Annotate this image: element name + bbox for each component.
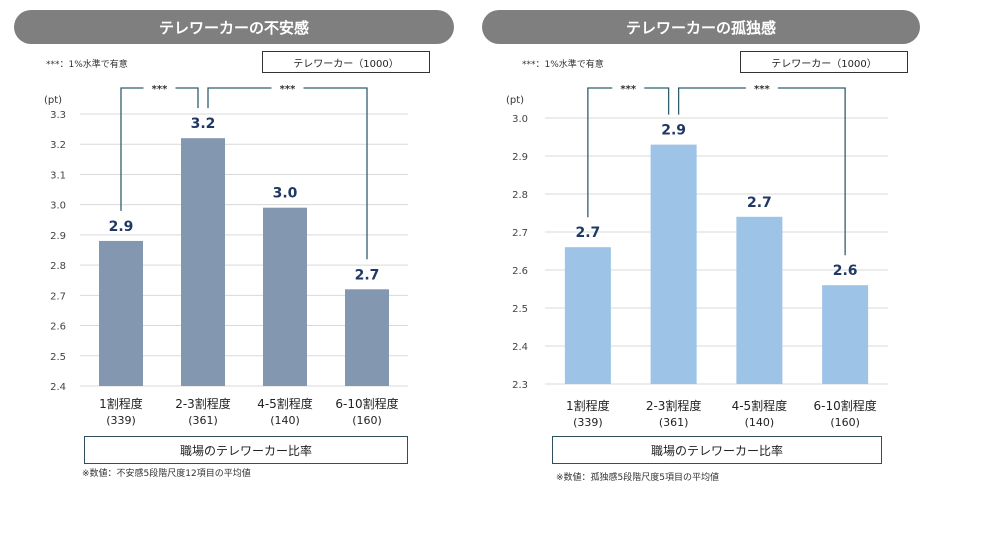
bar [345, 289, 389, 386]
significance-label-bg [612, 82, 645, 94]
x-tick-label: 1割程度 [99, 396, 143, 411]
x-tick-sample-size: (140) [270, 414, 300, 427]
y-tick-label: 2.7 [50, 291, 66, 302]
x-tick-label: 4-5割程度 [257, 396, 313, 411]
y-tick-label: 2.9 [50, 231, 66, 242]
significance-label: *** [754, 84, 770, 95]
bar [822, 285, 869, 384]
y-tick-label: 2.4 [50, 382, 66, 393]
x-tick-sample-size: (361) [659, 416, 689, 429]
data-label: 2.6 [833, 263, 858, 279]
x-tick-sample-size: (339) [573, 416, 603, 429]
y-tick-label: 3.1 [50, 170, 66, 181]
significance-label: *** [152, 84, 168, 95]
x-tick-sample-size: (140) [745, 416, 775, 429]
x-axis-label: 職場のテレワーカー比率 [84, 436, 408, 464]
y-tick-label: 3.3 [50, 110, 66, 121]
significance-label-bg [143, 82, 176, 94]
x-tick-label: 6-10割程度 [814, 398, 877, 413]
data-label: 2.7 [575, 225, 600, 241]
y-tick-label: 2.8 [50, 261, 66, 272]
significance-label-bg [745, 82, 778, 94]
x-tick-label: 6-10割程度 [335, 396, 398, 411]
y-tick-label: 2.3 [512, 380, 528, 391]
y-tick-label: 2.5 [512, 304, 528, 315]
data-label: 2.7 [355, 267, 380, 283]
bar [564, 247, 611, 384]
x-tick-sample-size: (160) [830, 416, 860, 429]
y-tick-label: 3.0 [50, 201, 66, 212]
data-label: 2.9 [109, 219, 134, 235]
y-tick-label: 2.5 [50, 352, 66, 363]
significance-label: *** [620, 84, 636, 95]
footnote: ※数値：不安感5段階尺度12項目の平均値 [82, 469, 251, 479]
significance-label: *** [280, 84, 296, 95]
legend: テレワーカー（1000） [740, 51, 908, 73]
chart-title: テレワーカーの不安感 [14, 10, 454, 44]
significance-note: ***：1%水準で有意 [522, 60, 604, 70]
y-tick-label: 2.4 [512, 342, 528, 353]
data-label: 3.2 [191, 116, 216, 132]
bar [736, 216, 783, 384]
y-axis-unit: (pt) [44, 95, 62, 106]
x-tick-sample-size: (361) [188, 414, 218, 427]
y-tick-label: 2.6 [512, 266, 528, 277]
footnote: ※数値：孤独感5段階尺度5項目の平均値 [556, 473, 719, 483]
bar [650, 144, 697, 384]
y-tick-label: 3.2 [50, 140, 66, 151]
y-tick-label: 3.0 [512, 114, 528, 125]
legend: テレワーカー（1000） [262, 51, 430, 73]
data-label: 2.7 [747, 195, 772, 211]
bar [181, 138, 225, 386]
x-axis-label: 職場のテレワーカー比率 [552, 436, 882, 464]
chart-title: テレワーカーの孤独感 [482, 10, 920, 44]
significance-note: ***：1%水準で有意 [46, 60, 128, 70]
x-tick-sample-size: (339) [106, 414, 136, 427]
y-tick-label: 2.9 [512, 152, 528, 163]
y-axis-unit: (pt) [506, 95, 524, 106]
x-tick-label: 4-5割程度 [732, 398, 788, 413]
y-tick-label: 2.6 [50, 322, 66, 333]
bar [263, 207, 307, 386]
bar [99, 240, 143, 386]
x-tick-sample-size: (160) [352, 414, 382, 427]
y-tick-label: 2.7 [512, 228, 528, 239]
x-tick-label: 2-3割程度 [175, 396, 231, 411]
data-label: 3.0 [273, 186, 298, 202]
data-label: 2.9 [661, 123, 686, 139]
significance-label-bg [271, 82, 304, 94]
bar-chart-anxiety: (pt) 2.4 2.5 2.6 2.7 2.8 2.9 3.0 3.1 3.2 3.3 2.9 1割程… [44, 82, 408, 427]
y-tick-label: 2.8 [512, 190, 528, 201]
x-tick-label: 1割程度 [566, 398, 610, 413]
x-tick-label: 2-3割程度 [646, 398, 702, 413]
bar-chart-loneliness: (pt) 2.3 2.4 2.5 2.6 2.7 2.8 2.9 3.0 2.7 1割程度 (339)… [506, 82, 888, 429]
